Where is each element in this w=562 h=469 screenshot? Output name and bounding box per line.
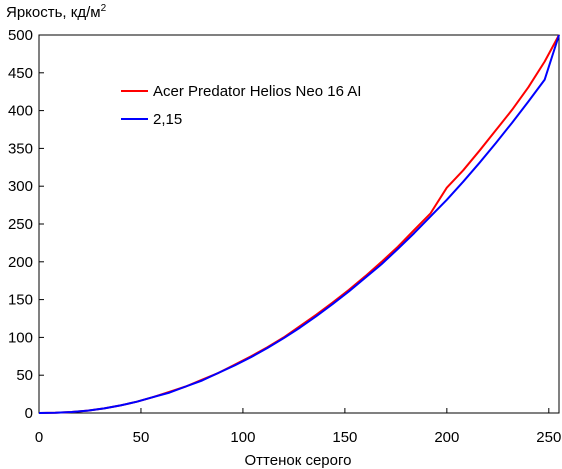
y-axis-title-text: Яркость, кд/м bbox=[6, 4, 101, 21]
x-tick-label: 0 bbox=[35, 429, 43, 446]
y-tick-label: 100 bbox=[8, 329, 33, 346]
y-tick-label: 350 bbox=[8, 140, 33, 157]
y-tick-label: 500 bbox=[8, 27, 33, 44]
y-tick-label: 450 bbox=[8, 65, 33, 82]
legend-label-2: 2,15 bbox=[153, 111, 182, 128]
y-tick-label: 150 bbox=[8, 292, 33, 309]
y-axis: 0 50 100 150 200 250 300 350 400 450 500 bbox=[8, 27, 44, 422]
x-axis-title: Оттенок серого bbox=[245, 452, 352, 469]
x-tick-label: 150 bbox=[332, 429, 357, 446]
series-layer bbox=[38, 34, 560, 414]
y-tick-label: 300 bbox=[8, 178, 33, 195]
x-tick-label: 250 bbox=[536, 429, 561, 446]
y-axis-title: Яркость, кд/м2 bbox=[6, 3, 107, 21]
y-tick-label: 250 bbox=[8, 216, 33, 233]
y-tick-label: 400 bbox=[8, 103, 33, 120]
legend: Acer Predator Helios Neo 16 AI 2,15 bbox=[121, 83, 361, 128]
y-tick-label: 50 bbox=[16, 367, 33, 384]
x-axis: 0 50 100 150 200 250 bbox=[35, 408, 561, 446]
x-tick-label: 200 bbox=[434, 429, 459, 446]
legend-label-1: Acer Predator Helios Neo 16 AI bbox=[153, 83, 361, 100]
x-tick-label: 50 bbox=[133, 429, 150, 446]
series-line-2 bbox=[38, 34, 560, 414]
y-tick-label: 0 bbox=[25, 405, 33, 422]
y-axis-title-superscript: 2 bbox=[101, 3, 107, 14]
y-tick-label: 200 bbox=[8, 254, 33, 271]
x-tick-label: 100 bbox=[230, 429, 255, 446]
